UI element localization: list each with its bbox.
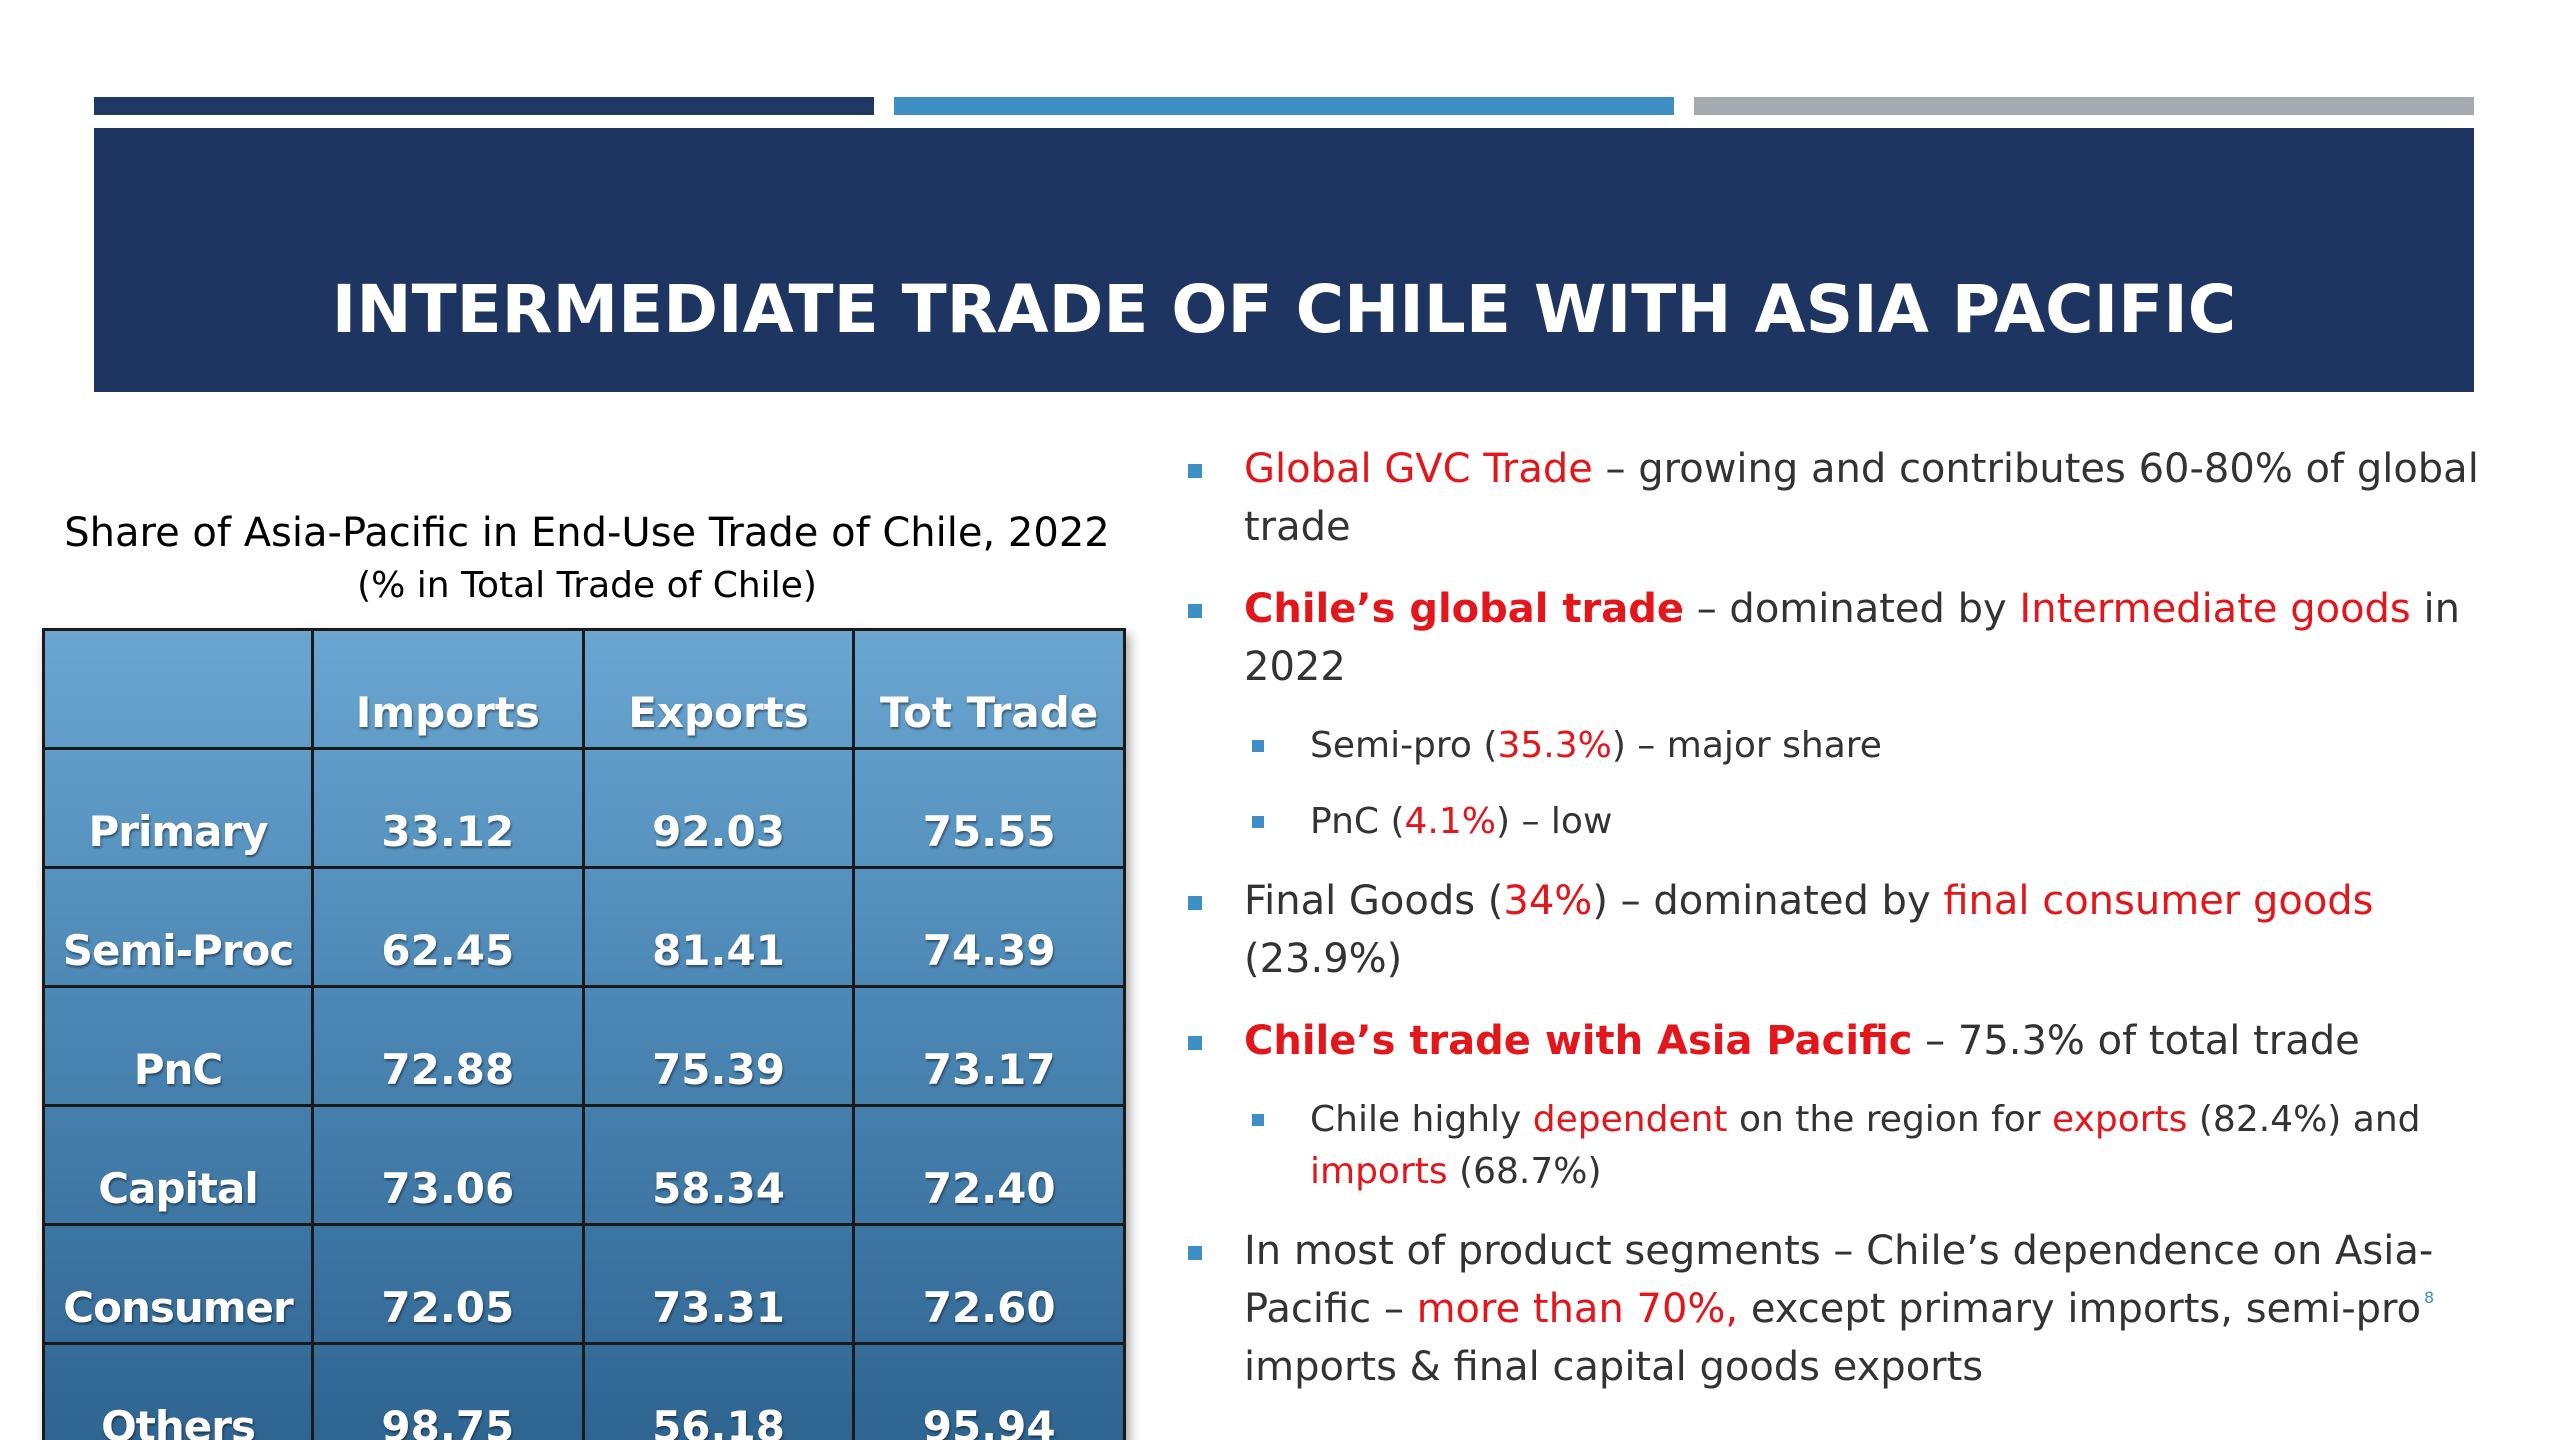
bullet-value: 34% xyxy=(1503,878,1593,924)
bullet-text: (23.9%) xyxy=(1244,936,1403,982)
bullet-final-goods: Final Goods (34%) – dominated by final c… xyxy=(1180,872,2540,988)
title-band: INTERMEDIATE TRADE OF CHILE WITH ASIA PA… xyxy=(94,128,2474,392)
table-header-cell: Imports xyxy=(311,628,585,750)
bullet-text: except primary imports, semi-pro imports… xyxy=(1244,1286,2422,1390)
bullet-text: in 2022 xyxy=(1244,586,2460,690)
accent-bar-blue xyxy=(894,97,1674,115)
bullet-text: In most of product segments – Chile’s de… xyxy=(1244,1228,2434,1332)
bullet-chile-global-trade: Chile’s global trade – dominated by Inte… xyxy=(1180,580,2540,696)
table-row: Consumer 72.05 73.31 72.60 xyxy=(41,1223,1126,1345)
sub-bullet-dependence: Chile highly dependent on the region for… xyxy=(1180,1094,2540,1198)
table-cell: 62.45 xyxy=(311,866,585,988)
bullet-text: Final Goods ( xyxy=(1244,878,1504,924)
row-label: Consumer xyxy=(41,1223,315,1345)
sub-bullet-semi-pro: Semi-pro (35.3%) – major share xyxy=(1180,720,2540,772)
bullet-square-icon xyxy=(1252,816,1264,828)
bullet-highlight: more than 70%, xyxy=(1416,1286,1739,1332)
row-label: Semi-Proc xyxy=(41,866,315,988)
table-cell: 73.06 xyxy=(311,1104,585,1226)
table-cell: 72.60 xyxy=(852,1223,1126,1345)
bullet-highlight: exports xyxy=(2052,1099,2188,1140)
slide-title: INTERMEDIATE TRADE OF CHILE WITH ASIA PA… xyxy=(331,271,2237,348)
bullet-highlight: Chile’s trade with Asia Pacific xyxy=(1244,1018,1913,1064)
bullet-square-icon xyxy=(1188,896,1202,910)
table-cell: 98.75 xyxy=(311,1342,585,1440)
table-cell: 75.39 xyxy=(581,985,856,1107)
table-cell: 72.05 xyxy=(311,1223,585,1345)
table-cell: 92.03 xyxy=(581,747,856,869)
bullet-value: 4.1% xyxy=(1404,801,1496,842)
bullet-text: ) – major share xyxy=(1611,725,1882,766)
bullet-text: ) – low xyxy=(1496,801,1613,842)
table-header-cell xyxy=(41,628,315,750)
table-row: Capital 73.06 58.34 72.40 xyxy=(41,1104,1126,1226)
table-cell: 33.12 xyxy=(311,747,585,869)
bullet-text: PnC ( xyxy=(1310,801,1405,842)
accent-bar-gray xyxy=(1694,97,2474,115)
bullet-square-icon xyxy=(1252,740,1264,752)
bullet-highlight: Global GVC Trade xyxy=(1244,446,1593,492)
bullet-square-icon xyxy=(1252,1114,1264,1126)
bullet-value: 35.3% xyxy=(1497,725,1612,766)
row-label: Others xyxy=(41,1342,315,1440)
bullet-highlight: final consumer goods xyxy=(1943,878,2374,924)
row-label: PnC xyxy=(41,985,315,1107)
accent-bar-dark xyxy=(94,97,874,115)
bullet-list: Global GVC Trade – growing and contribut… xyxy=(1180,440,2540,1420)
bullet-highlight: Chile’s global trade xyxy=(1244,586,1684,632)
table-caption-title: Share of Asia-Pacific in End-Use Trade o… xyxy=(64,510,1110,556)
table-header-cell: Tot Trade xyxy=(852,628,1126,750)
bullet-asia-pacific-trade: Chile’s trade with Asia Pacific – 75.3% … xyxy=(1180,1012,2540,1070)
table-cell: 74.39 xyxy=(852,866,1126,988)
bullet-text: Semi-pro ( xyxy=(1310,725,1498,766)
table-row: Primary 33.12 92.03 75.55 xyxy=(41,747,1126,869)
bullet-text: (82.4%) and xyxy=(2187,1099,2421,1140)
bullet-text: – growing and contributes 60-80% of glob… xyxy=(1244,446,2479,550)
bullet-highlight: dependent xyxy=(1532,1099,1728,1140)
table-header-row: Imports Exports Tot Trade xyxy=(41,628,1126,750)
trade-share-table: Imports Exports Tot Trade Primary 33.12 … xyxy=(41,628,1126,1440)
bullet-highlight: imports xyxy=(1310,1151,1448,1192)
table-cell: 58.34 xyxy=(581,1104,856,1226)
bullet-text: ) – dominated by xyxy=(1592,878,1944,924)
bullet-text: – dominated by xyxy=(1684,586,2020,632)
table-cell: 56.18 xyxy=(581,1342,856,1440)
page-number: 8 xyxy=(2424,1288,2435,1307)
table-row: Others 98.75 56.18 95.94 xyxy=(41,1342,1126,1440)
table-caption: Share of Asia-Pacific in End-Use Trade o… xyxy=(42,505,1132,611)
table-row: Semi-Proc 62.45 81.41 74.39 xyxy=(41,866,1126,988)
sub-bullet-pnc: PnC (4.1%) – low xyxy=(1180,796,2540,848)
bullet-square-icon xyxy=(1188,1246,1202,1260)
table-cell: 72.40 xyxy=(852,1104,1126,1226)
bullet-text: Chile highly xyxy=(1310,1099,1533,1140)
bullet-text: (68.7%) xyxy=(1447,1151,1602,1192)
bullet-text: – 75.3% of total trade xyxy=(1912,1018,2360,1064)
bullet-text: on the region for xyxy=(1727,1099,2053,1140)
table-row: PnC 72.88 75.39 73.17 xyxy=(41,985,1126,1107)
table-cell: 81.41 xyxy=(581,866,856,988)
bullet-square-icon xyxy=(1188,604,1202,618)
table-cell: 73.31 xyxy=(581,1223,856,1345)
table-cell: 75.55 xyxy=(852,747,1126,869)
row-label: Primary xyxy=(41,747,315,869)
table-caption-subtitle: (% in Total Trade of Chile) xyxy=(357,565,817,606)
bullet-square-icon xyxy=(1188,464,1202,478)
bullet-highlight: Intermediate goods xyxy=(2019,586,2411,632)
row-label: Capital xyxy=(41,1104,315,1226)
bullet-product-segments: In most of product segments – Chile’s de… xyxy=(1180,1222,2540,1396)
bullet-global-gvc: Global GVC Trade – growing and contribut… xyxy=(1180,440,2540,556)
table-cell: 73.17 xyxy=(852,985,1126,1107)
table-header-cell: Exports xyxy=(581,628,856,750)
table-cell: 72.88 xyxy=(311,985,585,1107)
bullet-square-icon xyxy=(1188,1036,1202,1050)
table-cell: 95.94 xyxy=(852,1342,1126,1440)
